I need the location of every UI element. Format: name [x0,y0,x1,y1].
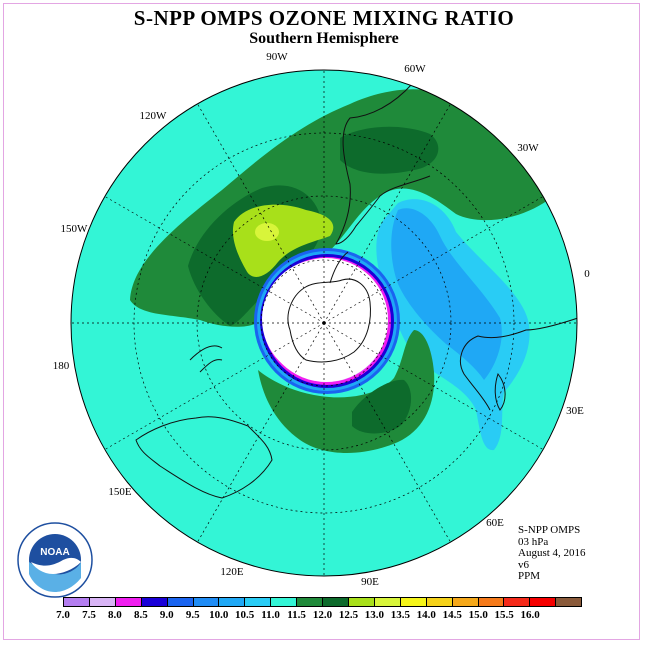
colorbar-tick-label: 8.5 [133,609,148,621]
colorbar-tick-label: 9.5 [185,609,200,621]
colorbar-tick-label: 8.0 [108,609,122,621]
colorbar-tick-label: 12.0 [312,609,333,621]
colorbar-swatch [115,598,142,606]
info-instrument: S-NPP OMPS [518,524,581,536]
colorbar-tick-label: 10.0 [209,609,229,621]
colorbar-swatch [452,598,479,606]
colorbar-swatch [141,598,168,606]
field-lime-maximum [232,204,334,277]
meridian-line [197,103,325,324]
figure-frame [3,3,640,640]
info-version: v6 [518,558,529,571]
lon-label-90e: 90E [361,576,379,588]
colorbar-tick-labels: 7.0 7.5 8.0 8.5 9.0 9.5 10.0 10.5 11.0 11.5 12.0 12… [0,609,648,623]
meridian-lines [71,70,577,576]
colorbar-tick-label: 13.5 [390,609,410,621]
lon-label-90w: 90W [266,51,288,63]
logo-text: NOAA [40,547,69,558]
colorbar-swatch [348,598,375,606]
colorbar-swatch [219,598,246,606]
colorbar-swatch [530,598,557,606]
meridian-line [197,322,325,543]
field-dark-green-north [340,126,439,174]
lon-label-30w: 30W [517,142,539,154]
colorbar-tick-label: 13.0 [364,609,385,621]
meridian-line [323,103,451,324]
page-subtitle: Southern Hemisphere [249,30,399,47]
info-block: S-NPP OMPS 03 hPa August 4, 2016 v6 PPM [518,524,586,583]
field-yellow-maximum [255,223,279,241]
colorbar-swatch [245,598,272,606]
colorbar-swatch [504,598,531,606]
lon-label-120e: 120E [220,566,244,578]
colorbar-swatch [478,598,505,606]
colorbar-swatch [193,598,220,606]
field-dark-green-south [352,379,412,434]
lon-label-60e: 60E [486,517,504,529]
meridian-line [104,196,325,324]
colorbar-tick-label: 11.5 [287,609,306,621]
colorbar-swatch [426,598,453,606]
lon-label-150w: 150W [60,223,88,235]
meridian-line [323,322,451,543]
colorbar-tick-label: 14.0 [416,609,436,621]
colorbar-swatch [167,598,194,606]
coastlines [135,83,577,499]
lon-label-150e: 150E [108,486,132,498]
meridian-line [104,322,325,450]
colorbar-swatch [297,598,324,606]
info-date: August 4, 2016 [518,547,586,559]
colorbar-swatch [556,598,582,606]
colorbar-swatch [400,598,427,606]
lon-label-120w: 120W [139,110,167,122]
field-blue-region [391,208,502,380]
colorbar-tick-label: 16.0 [520,609,540,621]
meridian-line [323,322,544,450]
colorbar-swatch [89,598,116,606]
colorbar-tick-label: 10.5 [235,609,255,621]
lon-label-60w: 60W [404,63,426,75]
lon-label-180: 180 [52,360,70,372]
colorbar-tick-label: 15.5 [494,609,514,621]
info-level: 03 hPa [518,535,549,548]
noaa-logo-icon: NOAA [17,522,93,598]
colorbar-tick-label: 11.0 [261,609,280,621]
info-units: PPM [518,570,541,582]
colorbar-swatch [374,598,401,606]
colorbar-swatch [323,598,349,606]
colorbar-tick-label: 9.0 [159,609,174,621]
south-pole-dot [322,321,326,325]
map-boundary [70,69,578,577]
colorbar-swatch [271,598,298,606]
colorbar-tick-label: 15.0 [468,609,488,621]
colorbar-tick-label: 14.5 [442,609,462,621]
colorbar-swatch [64,598,90,606]
lon-label-30e: 30E [566,405,584,417]
colorbar [63,597,582,607]
meridian-line [323,196,544,324]
page-title: S-NPP OMPS OZONE MIXING RATIO [133,6,515,30]
colorbar-tick-label: 7.5 [82,609,96,621]
colorbar-tick-label: 7.0 [56,609,70,621]
lon-label-0: 0 [584,268,590,280]
colorbar-tick-label: 12.5 [338,609,359,621]
